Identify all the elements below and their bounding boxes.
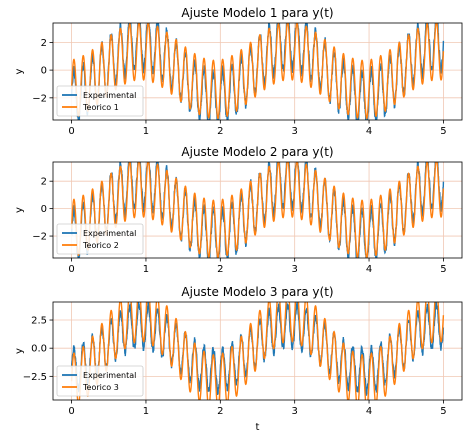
legend-box xyxy=(56,365,144,397)
x-tick-label: 5 xyxy=(440,406,446,417)
legend-label: Experimental xyxy=(83,91,136,100)
y-axis-label: y xyxy=(14,348,25,354)
legend-label: Teorico 1 xyxy=(82,103,119,112)
plot-frame xyxy=(52,161,463,259)
legend-label: Experimental xyxy=(83,229,136,238)
x-tick-label: 1 xyxy=(143,406,149,417)
legend: Experimental Teorico 3 xyxy=(56,365,144,397)
legend-box xyxy=(56,85,144,117)
y-tick-label: −2.5 xyxy=(23,372,47,383)
x-tick-label: 0 xyxy=(68,406,74,417)
chart-title: Ajuste Modelo 1 para y(t) xyxy=(181,6,333,20)
legend-label: Teorico 2 xyxy=(82,241,119,250)
x-tick-label: 3 xyxy=(291,264,297,275)
legend-label: Teorico 3 xyxy=(82,383,119,392)
y-tick-label: 2 xyxy=(41,38,47,49)
y-axis-label: y xyxy=(14,207,25,213)
x-tick-label: 3 xyxy=(291,406,297,417)
chart-title: Ajuste Modelo 2 para y(t) xyxy=(181,145,333,159)
y-tick-label: −2 xyxy=(32,93,47,104)
y-tick-label: 2.5 xyxy=(31,316,47,327)
x-tick-label: 1 xyxy=(143,264,149,275)
x-tick-label: 5 xyxy=(440,264,446,275)
x-tick-label: 3 xyxy=(291,126,297,137)
series-line-teorico xyxy=(70,162,445,258)
y-axis-label: y xyxy=(14,68,25,74)
x-tick-label: 2 xyxy=(217,406,223,417)
x-tick-label: 2 xyxy=(217,126,223,137)
series-line-teorico xyxy=(70,23,445,120)
y-tick-label: 0 xyxy=(41,66,47,77)
legend: Experimental Teorico 1 xyxy=(56,85,144,117)
y-tick-label: 2 xyxy=(41,177,47,188)
plot-frame xyxy=(52,22,463,121)
legend-box xyxy=(56,223,144,255)
y-tick-label: 0 xyxy=(41,204,47,215)
legend: Experimental Teorico 2 xyxy=(56,223,144,255)
x-axis-label: t xyxy=(256,422,260,433)
chart-title: Ajuste Modelo 3 para y(t) xyxy=(181,285,333,299)
x-tick-label: 0 xyxy=(68,264,74,275)
x-tick-label: 2 xyxy=(217,264,223,275)
x-tick-label: 0 xyxy=(68,126,74,137)
x-tick-label: 4 xyxy=(366,126,372,137)
x-tick-label: 4 xyxy=(366,264,372,275)
x-tick-label: 1 xyxy=(143,126,149,137)
legend-label: Experimental xyxy=(83,371,136,380)
x-tick-label: 4 xyxy=(366,406,372,417)
plot-frame xyxy=(52,301,463,401)
y-tick-label: −2 xyxy=(32,232,47,243)
subplot-1: 0 1 2 3 4 5 −2 0 2 Ajuste Modelo 1 para y(t) y Expe… xyxy=(14,6,463,137)
subplot-2: 0 1 2 3 4 5 −2 0 2 Ajuste Modelo 2 para y(t) y Expe… xyxy=(14,145,463,275)
subplot-3: 0 1 2 3 4 5 −2.5 0.0 2.5 Ajuste Modelo 3 para y(t… xyxy=(14,285,463,433)
x-tick-label: 5 xyxy=(440,126,446,137)
series-line-teorico xyxy=(70,302,445,400)
y-tick-label: 0.0 xyxy=(31,344,47,355)
